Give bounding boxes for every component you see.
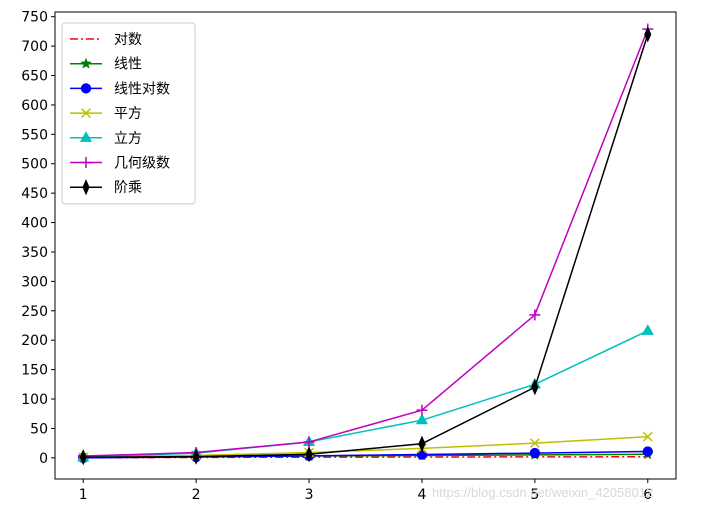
x-tick-label: 5 bbox=[530, 487, 539, 503]
x-tick-label: 3 bbox=[305, 487, 314, 503]
y-tick-label: 450 bbox=[21, 186, 48, 202]
thin-diamond-marker bbox=[531, 379, 539, 396]
series-line bbox=[83, 456, 648, 459]
series-group bbox=[77, 324, 654, 462]
circle-marker bbox=[80, 83, 92, 94]
y-tick-label: 500 bbox=[21, 157, 48, 173]
triangle-marker bbox=[415, 413, 429, 425]
y-tick-label: 300 bbox=[21, 274, 48, 290]
series-line bbox=[83, 28, 649, 457]
thin-diamond-marker bbox=[82, 179, 90, 196]
y-tick-label: 100 bbox=[21, 392, 48, 408]
x-tick-label: 4 bbox=[417, 487, 426, 503]
y-tick-label: 550 bbox=[21, 127, 48, 143]
y-tick-label: 400 bbox=[21, 216, 48, 232]
x-marker bbox=[81, 108, 91, 119]
plus-marker bbox=[80, 157, 92, 168]
x-marker-stroke bbox=[81, 108, 91, 119]
series-group bbox=[83, 456, 648, 459]
circle-marker bbox=[529, 447, 541, 459]
series-lines bbox=[77, 23, 654, 466]
x-tick-label: 2 bbox=[192, 487, 201, 503]
thin-diamond-marker bbox=[192, 448, 200, 465]
series-line bbox=[83, 435, 648, 458]
y-tick-label: 150 bbox=[21, 363, 48, 379]
plus-marker bbox=[529, 309, 541, 321]
legend-label: 对数 bbox=[114, 32, 142, 48]
series-group bbox=[79, 26, 652, 466]
legend-item: 线性对数 bbox=[70, 81, 170, 97]
axes: 1 2 3 4 5 6 0 50 100 150 200 250 300 350 400 450 500 550 6… bbox=[21, 10, 677, 503]
legend-label: 立方 bbox=[114, 131, 142, 147]
x-marker bbox=[529, 438, 540, 449]
legend-label: 阶乘 bbox=[114, 180, 142, 196]
legend-item: 对数 bbox=[70, 32, 142, 48]
legend-item: 阶乘 bbox=[70, 179, 142, 196]
legend-label: 几何级数 bbox=[114, 156, 170, 172]
thin-diamond-marker bbox=[418, 435, 426, 452]
x-tick-label: 1 bbox=[79, 487, 88, 503]
y-tick-label: 700 bbox=[21, 39, 48, 55]
x-marker-stroke bbox=[642, 431, 653, 442]
series-line bbox=[83, 34, 649, 458]
legend-label: 线性 bbox=[114, 57, 142, 73]
series-line bbox=[83, 330, 649, 458]
y-tick-label: 200 bbox=[21, 333, 48, 349]
legend-label: 线性对数 bbox=[114, 81, 170, 97]
thin-diamond-marker bbox=[305, 446, 313, 463]
legend-label: 平方 bbox=[114, 106, 142, 122]
plus-marker bbox=[416, 404, 428, 416]
plus-marker bbox=[303, 436, 315, 448]
legend-item: 几何级数 bbox=[70, 156, 170, 172]
thin-diamond-marker bbox=[644, 26, 652, 43]
plot-frame bbox=[54, 11, 677, 480]
y-tick-label: 750 bbox=[21, 10, 48, 26]
thin-diamond-marker bbox=[79, 449, 87, 466]
y-tick-label: 600 bbox=[21, 98, 48, 114]
y-tick-label: 650 bbox=[21, 69, 48, 85]
x-marker-stroke bbox=[529, 438, 540, 449]
legend-box bbox=[61, 22, 196, 205]
y-tick-label: 350 bbox=[21, 245, 48, 261]
watermark-text: https://blog.csdn.net/weixin_42058012 bbox=[432, 485, 654, 500]
legend-item: 平方 bbox=[70, 106, 142, 122]
legend-item: 线性 bbox=[70, 57, 142, 73]
x-marker bbox=[642, 431, 653, 442]
y-tick-label: 50 bbox=[30, 421, 48, 437]
y-tick-label: 0 bbox=[39, 451, 48, 467]
triangle-marker bbox=[641, 324, 654, 335]
circle-marker bbox=[642, 446, 653, 457]
star-marker bbox=[80, 57, 92, 69]
y-tick-label: 250 bbox=[21, 304, 48, 320]
triangle-marker bbox=[79, 131, 93, 142]
x-tick-label: 6 bbox=[643, 487, 652, 503]
legend-item: 立方 bbox=[70, 131, 142, 147]
